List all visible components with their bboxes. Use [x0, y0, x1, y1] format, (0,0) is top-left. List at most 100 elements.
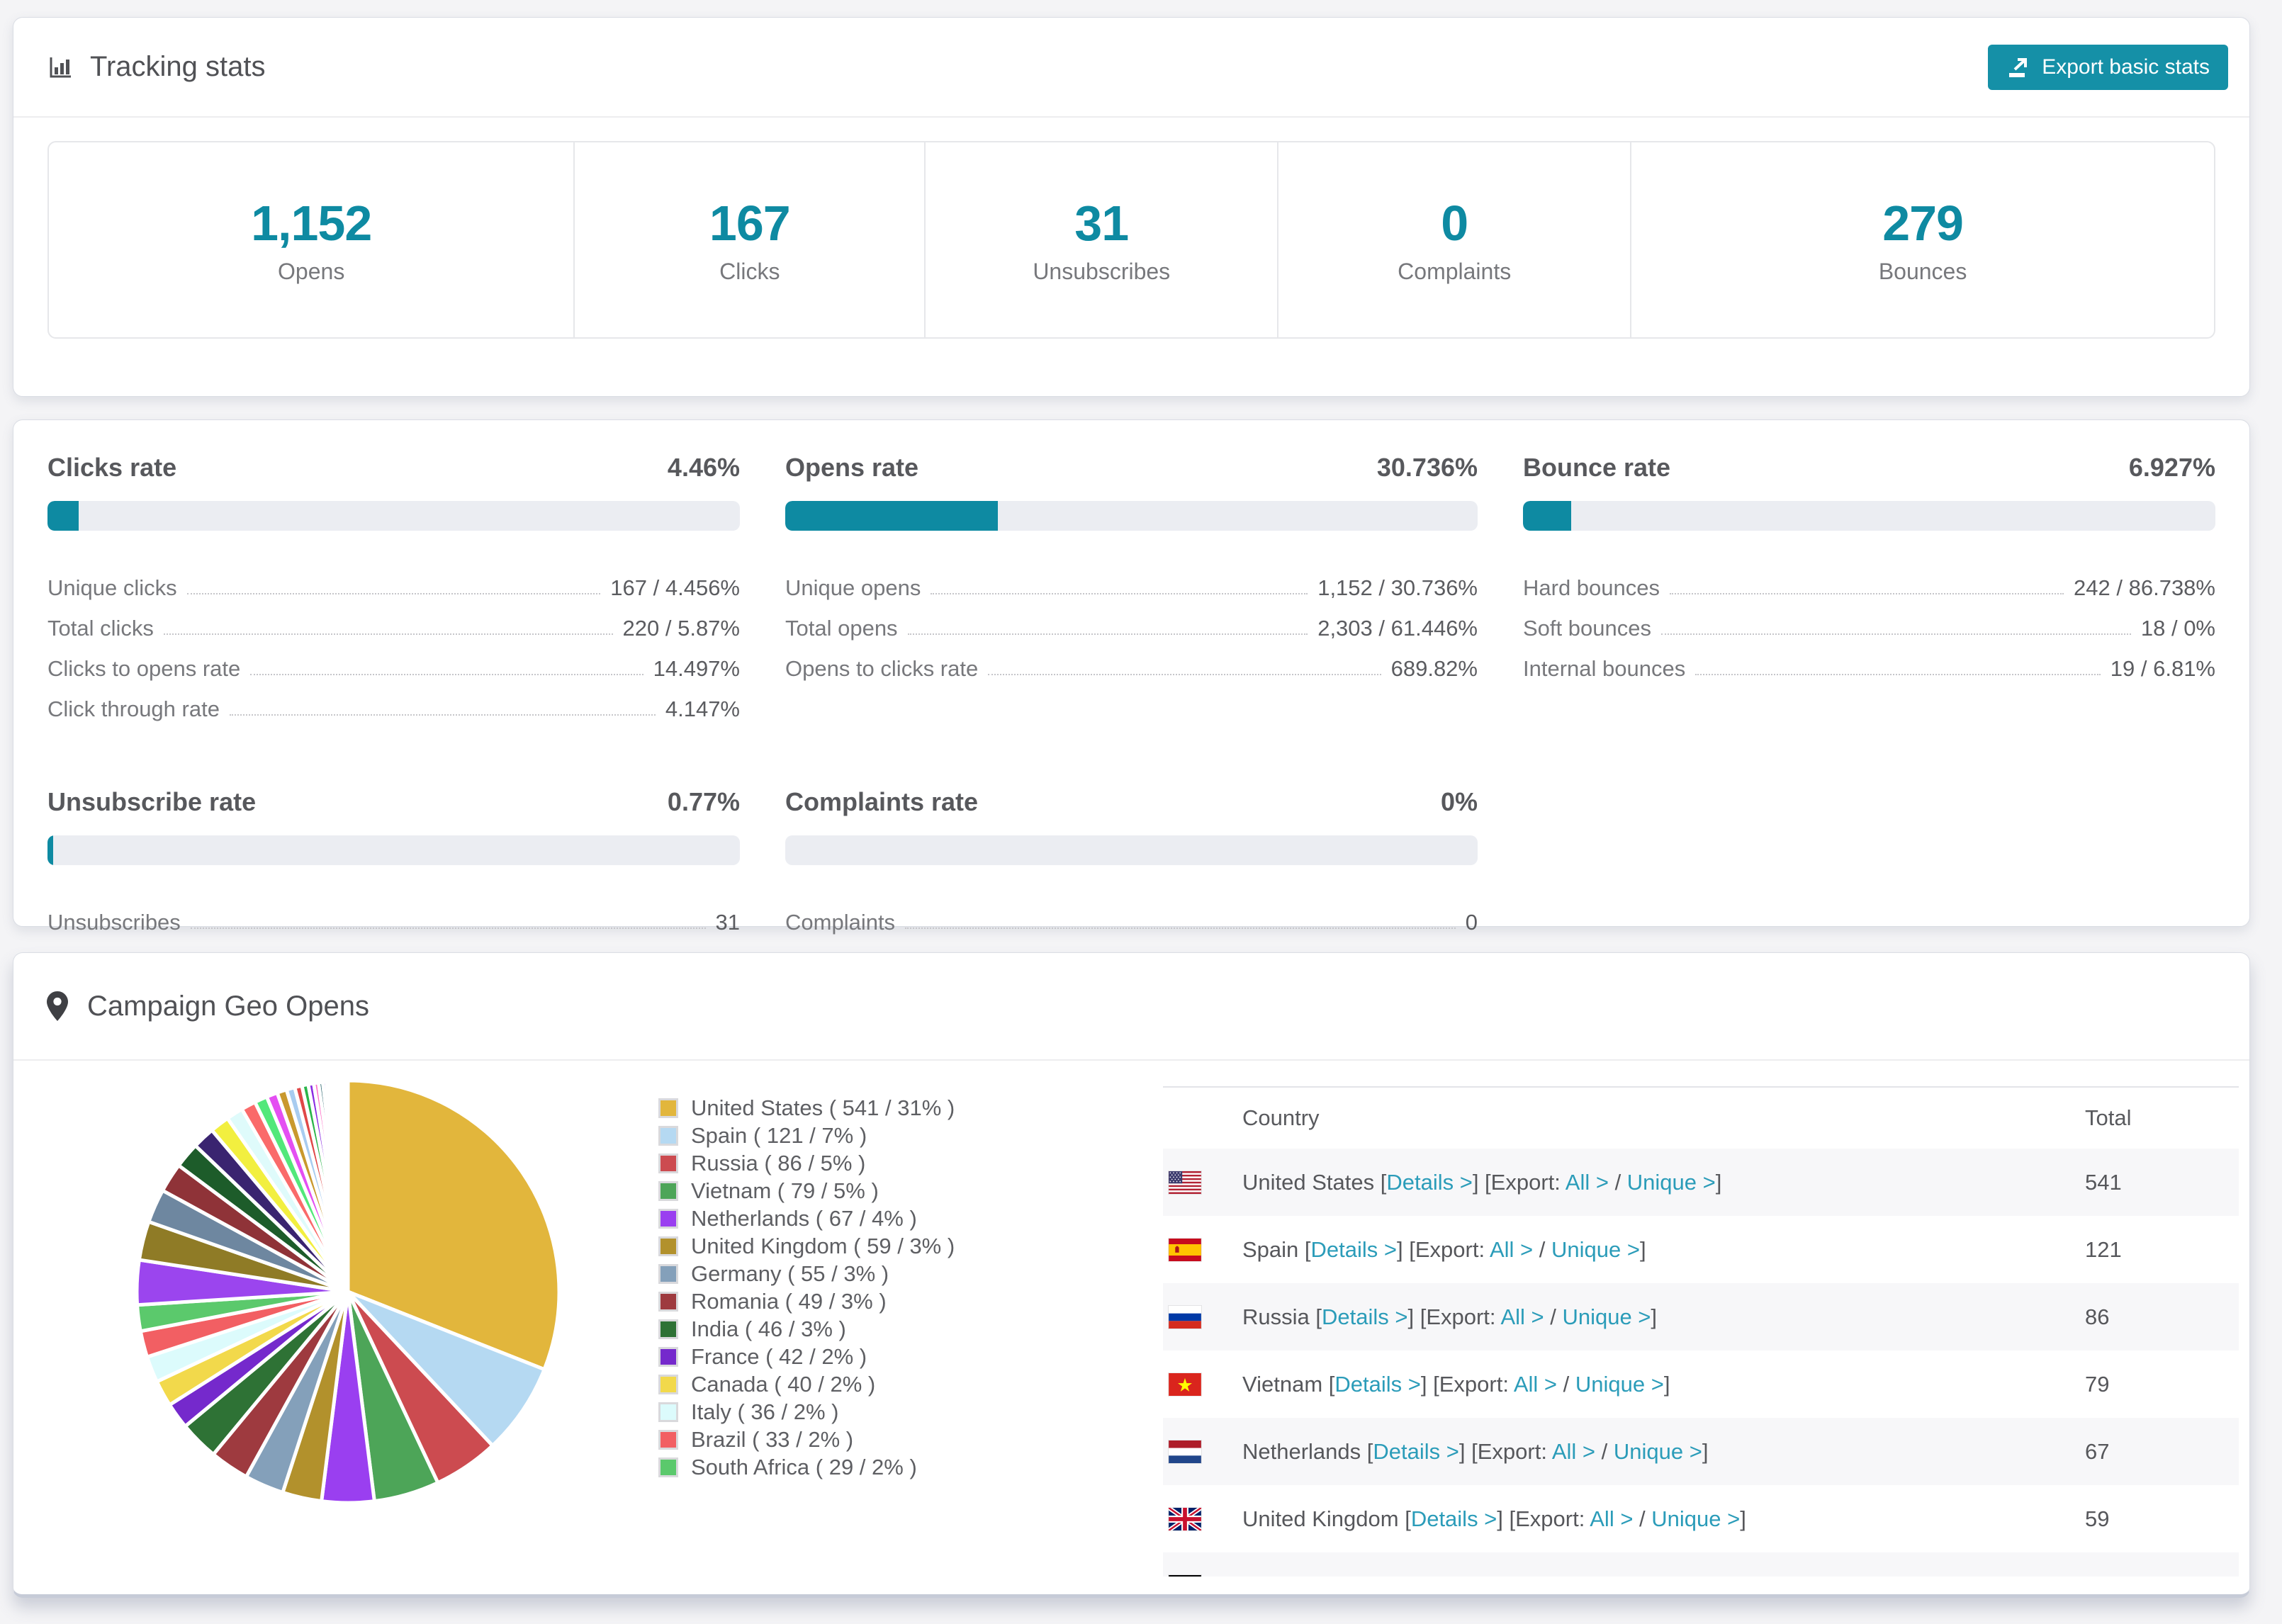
total-cell: 86	[2085, 1304, 2110, 1329]
stat-value: 0	[1441, 196, 1468, 251]
legend-item: Canada ( 40 / 2% )	[658, 1371, 955, 1398]
country-cell: United States [Details >] [Export: All >…	[1242, 1170, 1721, 1195]
dotted-leader	[1670, 593, 2064, 594]
export-unique-link[interactable]: Unique >	[1651, 1506, 1741, 1531]
export-unique-link[interactable]: Unique >	[1575, 1371, 1664, 1397]
export-all-link[interactable]: All >	[1565, 1169, 1609, 1195]
slash: /	[1557, 1371, 1575, 1397]
rate-row-value: 220 / 5.87%	[622, 616, 740, 641]
legend-swatch	[658, 1236, 678, 1256]
details-link[interactable]: Details >	[1386, 1169, 1473, 1195]
country-name: Russia	[1242, 1304, 1316, 1329]
dotted-leader	[229, 714, 656, 716]
dotted-leader	[907, 633, 1308, 635]
stat-label: Bounces	[1878, 259, 1967, 284]
legend-label: South Africa ( 29 / 2% )	[691, 1455, 917, 1479]
details-link[interactable]: Details >	[1334, 1371, 1421, 1397]
bracket-close: ]	[1639, 1236, 1646, 1262]
details-link[interactable]: Details >	[1322, 1304, 1408, 1329]
legend-swatch	[658, 1457, 678, 1477]
export-all-link[interactable]: All >	[1590, 1506, 1634, 1531]
export-unique-link[interactable]: Unique >	[1551, 1236, 1640, 1262]
flag-vn-icon	[1169, 1372, 1201, 1396]
legend-swatch	[658, 1264, 678, 1284]
export-unique-link[interactable]: Unique >	[1626, 1169, 1716, 1195]
rate-row: Complaints 0	[785, 895, 1478, 935]
legend-item: Germany ( 55 / 3% )	[658, 1261, 955, 1287]
legend-label: Spain ( 121 / 7% )	[691, 1123, 867, 1148]
export-unique-link[interactable]: Unique >	[1585, 1574, 1674, 1577]
rate-row-label: Complaints	[785, 910, 896, 935]
rate-rows: Unsubscribes 31	[47, 895, 740, 935]
details-link[interactable]: Details >	[1310, 1236, 1398, 1262]
export-unique-link[interactable]: Unique >	[1613, 1438, 1702, 1464]
rate-row: Opens to clicks rate 689.82%	[785, 641, 1478, 682]
export-basic-stats-button[interactable]: Export basic stats	[1988, 44, 2228, 90]
country-name: Germany	[1242, 1574, 1339, 1577]
rate-row: Unsubscribes 31	[47, 895, 740, 935]
rate-value: 0.77%	[667, 787, 740, 816]
rate-row: Hard bounces 242 / 86.738%	[1523, 560, 2215, 601]
rate-title-row: Clicks rate 4.46%	[47, 453, 740, 483]
total-cell: 541	[2085, 1169, 2122, 1195]
table-row-nl: Netherlands [Details >] [Export: All > /…	[1163, 1418, 2239, 1485]
bar-chart-icon	[46, 53, 74, 81]
bracket: [	[1380, 1169, 1387, 1195]
table-row-gb: United Kingdom [Details >] [Export: All …	[1163, 1485, 2239, 1552]
export-unique-link[interactable]: Unique >	[1562, 1304, 1651, 1329]
rate-progress-bar	[47, 501, 740, 531]
rate-title: Opens rate	[785, 453, 919, 482]
country-cell: Germany [Details >] [Export: All > / Uni…	[1242, 1574, 1680, 1577]
rate-rows: Hard bounces 242 / 86.738% Soft bounces 18 …	[1523, 560, 2215, 682]
export-all-link[interactable]: All >	[1489, 1236, 1534, 1262]
rate-row-label: Unique clicks	[47, 575, 177, 600]
flag-nl-icon	[1169, 1440, 1201, 1463]
export-all-link[interactable]: All >	[1500, 1304, 1544, 1329]
country-name: United States	[1242, 1169, 1381, 1195]
rate-progress-fill	[1523, 501, 1571, 531]
summary-stat-opens: 1,152 Opens	[49, 142, 575, 337]
dotted-leader	[250, 674, 643, 675]
dotted-leader	[190, 927, 706, 929]
table-row-vn: Vietnam [Details >] [Export: All > / Uni…	[1163, 1350, 2239, 1418]
legend-label: India ( 46 / 3% )	[691, 1316, 846, 1341]
export-prefix: ] [Export:	[1497, 1506, 1590, 1531]
stat-label: Opens	[278, 259, 345, 284]
rate-title: Bounce rate	[1523, 453, 1671, 482]
export-prefix: ] [Export:	[1420, 1371, 1514, 1397]
rate-row-value: 31	[715, 910, 740, 935]
details-link[interactable]: Details >	[1345, 1574, 1431, 1577]
geo-header: Campaign Geo Opens	[13, 953, 2249, 1061]
export-all-link[interactable]: All >	[1524, 1574, 1567, 1577]
geo-table-header-row: Country Total	[1163, 1088, 2239, 1149]
rate-rows: Complaints 0	[785, 895, 1478, 935]
rate-progress-bar	[785, 501, 1478, 531]
rate-progress-bar	[1523, 501, 2215, 531]
rate-row-label: Total opens	[785, 616, 898, 641]
table-row-es: Spain [Details >] [Export: All > / Uniqu…	[1163, 1216, 2239, 1283]
legend-swatch	[658, 1126, 678, 1146]
rate-title: Unsubscribe rate	[47, 787, 257, 816]
rate-progress-fill	[47, 835, 53, 865]
total-cell: 55	[2085, 1574, 2109, 1577]
rate-rows: Unique clicks 167 / 4.456% Total clicks 220…	[47, 560, 740, 722]
country-column-header: Country	[1242, 1105, 1320, 1130]
rate-section-complaints-rate: Complaints rate 0% Complaints 0	[785, 787, 1478, 935]
legend-label: Netherlands ( 67 / 4% )	[691, 1206, 917, 1231]
export-all-link[interactable]: All >	[1513, 1371, 1558, 1397]
legend-swatch	[658, 1292, 678, 1312]
total-cell: 121	[2085, 1236, 2122, 1262]
export-all-link[interactable]: All >	[1551, 1438, 1596, 1464]
rate-value: 0%	[1440, 787, 1478, 816]
legend-swatch	[658, 1209, 678, 1229]
details-link[interactable]: Details >	[1373, 1438, 1459, 1464]
bracket: [	[1405, 1506, 1411, 1531]
rate-title: Complaints rate	[785, 787, 979, 816]
stat-value: 1,152	[251, 196, 372, 251]
stat-label: Complaints	[1398, 259, 1512, 284]
pie-slice-1	[347, 1290, 547, 1448]
rate-row-label: Unsubscribes	[47, 910, 181, 935]
details-link[interactable]: Details >	[1410, 1506, 1497, 1531]
export-button-label: Export basic stats	[2042, 55, 2210, 79]
dotted-leader	[931, 593, 1308, 594]
